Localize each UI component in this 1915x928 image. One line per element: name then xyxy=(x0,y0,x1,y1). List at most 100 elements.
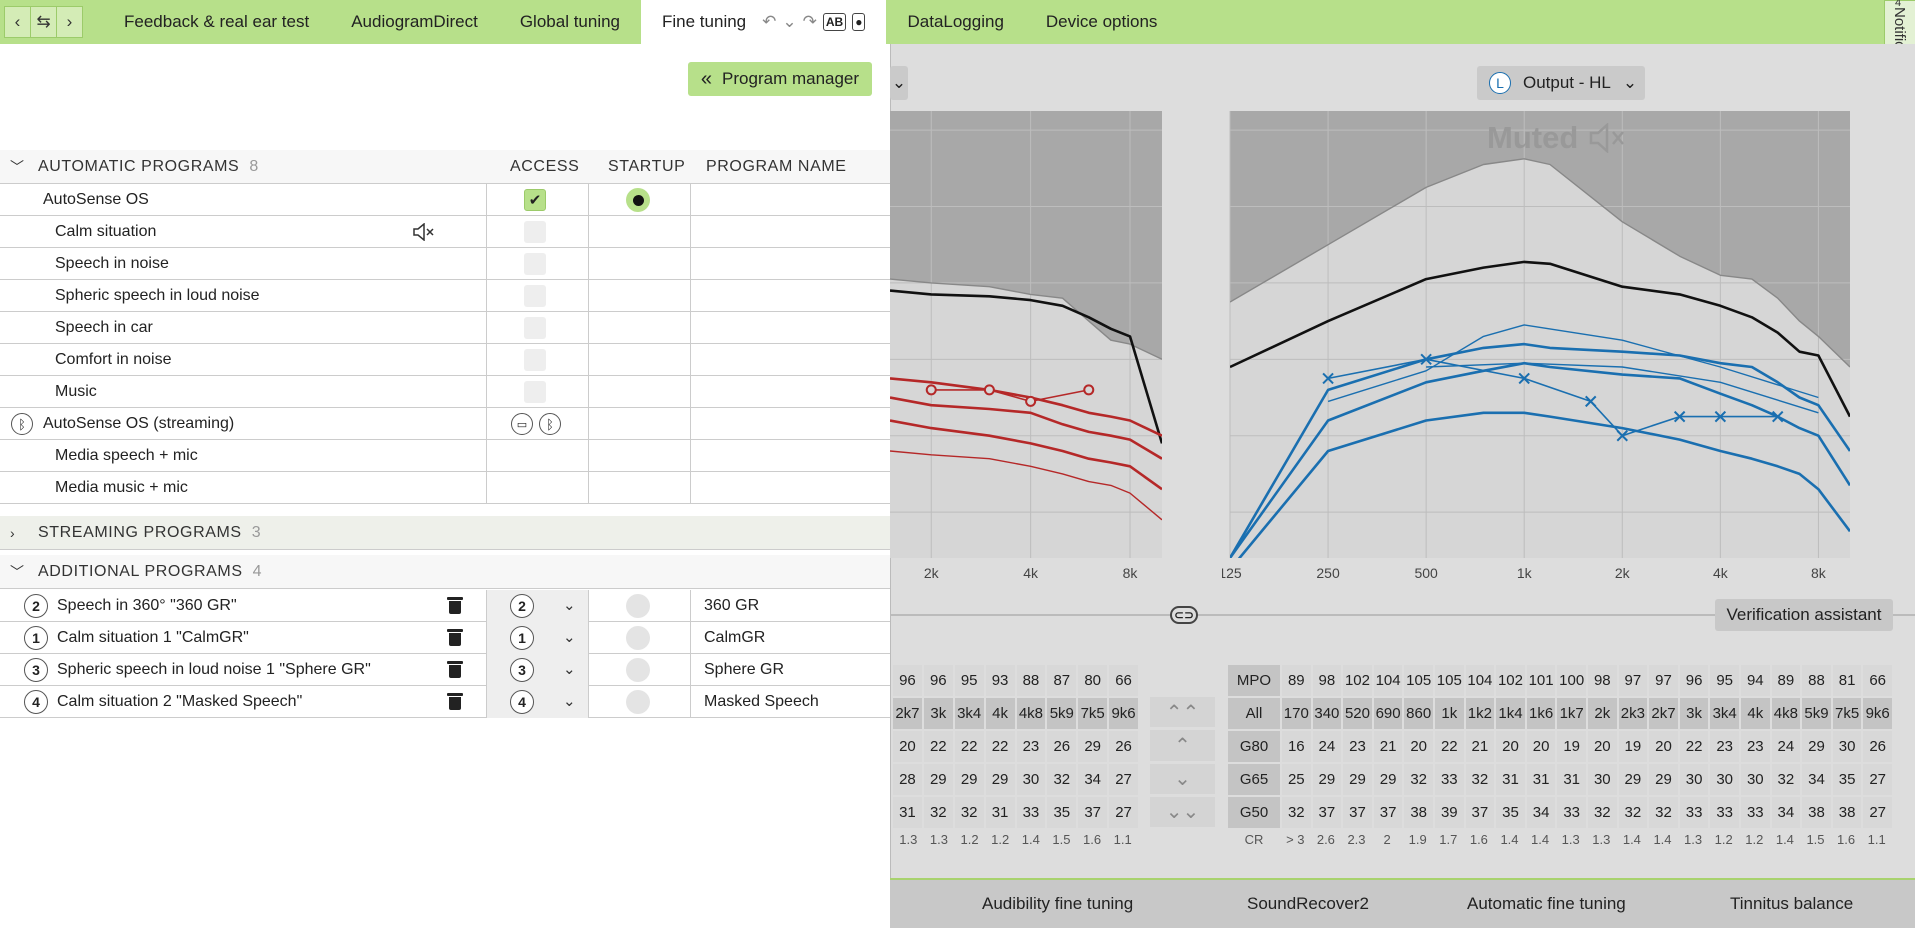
access-checkbox[interactable]: ✔ xyxy=(524,189,546,211)
trash-icon[interactable] xyxy=(447,693,463,710)
additional-program-row[interactable]: 4 Calm situation 2 "Masked Speech" 4 ⌄ Maske… xyxy=(0,686,890,718)
frequency-header[interactable]: 7k5 xyxy=(1832,698,1862,729)
soundrecover2-tab[interactable]: SoundRecover2 xyxy=(1247,894,1369,913)
frequency-header[interactable]: 1k4 xyxy=(1496,698,1525,729)
access-number-select[interactable] xyxy=(486,622,588,654)
decrease-button[interactable]: ⌄ xyxy=(1150,763,1215,794)
access-checkbox[interactable] xyxy=(524,221,546,243)
automatic-fine-tuning-tab[interactable]: Automatic fine tuning xyxy=(1467,894,1626,913)
additional-program-row[interactable]: 2 Speech in 360° "360 GR" 2 ⌄ 360 GR xyxy=(0,590,890,622)
additional-program-row[interactable]: 3 Spheric speech in loud noise 1 "Sphere … xyxy=(0,654,890,686)
program-row[interactable]: Spheric speech in loud noise xyxy=(0,280,890,312)
frequency-header[interactable]: 5k9 xyxy=(1802,698,1831,729)
frequency-header[interactable]: 1k xyxy=(1435,698,1464,729)
frequency-header[interactable]: 2k7 xyxy=(1649,698,1678,729)
trash-icon[interactable] xyxy=(447,597,463,614)
tab-feedback-real-ear[interactable]: Feedback & real ear test xyxy=(124,12,310,31)
ab-compare-icon[interactable]: AB xyxy=(822,13,847,31)
frequency-header[interactable]: 1k6 xyxy=(1526,698,1556,729)
forward-button[interactable]: › xyxy=(56,6,83,38)
program-row[interactable]: Speech in noise xyxy=(0,248,890,280)
startup-radio[interactable] xyxy=(626,658,650,682)
decrease-more-button[interactable]: ⌄⌄ xyxy=(1150,796,1215,827)
output-dropdown[interactable]: L Output - HL ⌄ xyxy=(1477,66,1645,100)
access-checkbox[interactable] xyxy=(524,253,546,275)
increase-button[interactable]: ⌃ xyxy=(1150,730,1215,761)
program-row[interactable]: Comfort in noise xyxy=(0,344,890,376)
undo-icon[interactable]: ↶ xyxy=(762,12,777,31)
tinnitus-balance-tab[interactable]: Tinnitus balance xyxy=(1730,894,1854,913)
program-row[interactable]: Calm situation xyxy=(0,216,890,248)
startup-radio[interactable] xyxy=(626,594,650,618)
frequency-header[interactable]: 9k6 xyxy=(1109,698,1138,729)
access-number-select[interactable] xyxy=(486,654,588,686)
frequency-header[interactable]: 3k4 xyxy=(954,698,984,729)
frequency-header[interactable]: 4k xyxy=(985,698,1015,729)
link-ears-icon[interactable]: ⊂⊃ xyxy=(1170,606,1198,624)
frequency-header[interactable]: 690 xyxy=(1373,698,1403,729)
access-number-select[interactable] xyxy=(486,590,588,622)
frequency-header[interactable]: 3k xyxy=(1679,698,1709,729)
frequency-header[interactable]: 860 xyxy=(1404,698,1433,729)
streaming-programs-header[interactable]: › STREAMING PROGRAMS 3 xyxy=(0,516,890,550)
program-row[interactable]: Music xyxy=(0,376,890,408)
back-button[interactable]: ‹ xyxy=(4,6,31,38)
frequency-header[interactable]: 2k3 xyxy=(1618,698,1648,729)
frequency-header[interactable]: 5k9 xyxy=(1047,698,1077,729)
program-row[interactable]: Media speech + mic xyxy=(0,440,890,472)
trash-icon[interactable] xyxy=(447,629,463,646)
cr-value: 2.3 xyxy=(1347,832,1366,847)
access-checkbox[interactable] xyxy=(524,349,546,371)
automatic-programs-header[interactable]: ﹀ AUTOMATIC PROGRAMS 8 ACCESS STARTUP PR… xyxy=(0,150,890,184)
program-row[interactable]: Media music + mic xyxy=(0,472,890,504)
record-icon[interactable]: ● xyxy=(852,13,866,31)
program-custom-name[interactable]: 360 GR xyxy=(704,597,760,614)
tab-audiogramdirect[interactable]: AudiogramDirect xyxy=(351,12,478,31)
monitor-icon: ▭ xyxy=(511,413,533,435)
increase-more-button[interactable]: ⌃⌃ xyxy=(1150,697,1215,728)
program-manager-button[interactable]: « Program manager xyxy=(688,62,872,96)
access-checkbox[interactable] xyxy=(524,285,546,307)
chevron-down-icon[interactable]: ⌄ xyxy=(782,12,797,31)
audibility-fine-tuning-tab[interactable]: Audibility fine tuning xyxy=(982,894,1134,913)
program-custom-name[interactable]: Sphere GR xyxy=(704,661,785,678)
frequency-header[interactable]: 4k xyxy=(1741,698,1770,729)
startup-radio[interactable] xyxy=(626,188,650,212)
frequency-header[interactable]: 340 xyxy=(1312,698,1342,729)
frequency-header[interactable]: 7k5 xyxy=(1078,698,1108,729)
verification-assistant-button[interactable]: Verification assistant xyxy=(1715,599,1893,631)
startup-radio[interactable] xyxy=(626,626,650,650)
program-row[interactable]: AutoSense OS (streaming) ᛒ ▭ ᛒ xyxy=(0,408,890,440)
gain-cell: 39 xyxy=(1435,797,1464,828)
additional-program-row[interactable]: 1 Calm situation 1 "CalmGR" 1 ⌄ CalmGR xyxy=(0,622,890,654)
tab-fine-tuning[interactable]: Fine tuning ↶ ⌄ ↷ AB ● xyxy=(641,0,887,44)
frequency-header[interactable]: 3k xyxy=(923,698,953,729)
frequency-header[interactable]: 9k6 xyxy=(1863,698,1892,729)
frequency-header[interactable]: 170 xyxy=(1282,698,1311,729)
tab-device-options[interactable]: Device options xyxy=(1045,12,1158,31)
startup-radio[interactable] xyxy=(626,690,650,714)
tab-datalogging[interactable]: DataLogging xyxy=(907,12,1004,31)
trash-icon[interactable] xyxy=(447,661,463,678)
frequency-header[interactable]: 3k4 xyxy=(1710,698,1739,729)
frequency-header[interactable]: 2k xyxy=(1588,698,1617,729)
frequency-header[interactable]: 4k8 xyxy=(1016,698,1046,729)
tab-global-tuning[interactable]: Global tuning xyxy=(519,12,621,31)
redo-icon[interactable]: ↷ xyxy=(802,12,817,31)
frequency-header[interactable]: 4k8 xyxy=(1771,698,1801,729)
frequency-header[interactable]: 2k7 xyxy=(893,698,922,729)
additional-programs-header[interactable]: ﹀ ADDITIONAL PROGRAMS 4 xyxy=(0,555,890,589)
program-custom-name[interactable]: Masked Speech xyxy=(704,693,819,710)
program-custom-name[interactable]: CalmGR xyxy=(704,629,766,646)
program-row[interactable]: AutoSense OS ✔ xyxy=(0,184,890,216)
access-checkbox[interactable] xyxy=(524,381,546,403)
frequency-header[interactable]: 1k2 xyxy=(1465,698,1495,729)
frequency-header[interactable]: 520 xyxy=(1343,698,1372,729)
left-output-dropdown[interactable]: ⌄ xyxy=(890,66,908,100)
collapse-double-chevron-icon: « xyxy=(700,67,713,90)
frequency-header[interactable]: 1k7 xyxy=(1557,698,1586,729)
access-checkbox[interactable] xyxy=(524,317,546,339)
access-number-select[interactable] xyxy=(486,686,588,718)
swap-button[interactable]: ⇆ xyxy=(30,6,57,38)
program-row[interactable]: Speech in car xyxy=(0,312,890,344)
